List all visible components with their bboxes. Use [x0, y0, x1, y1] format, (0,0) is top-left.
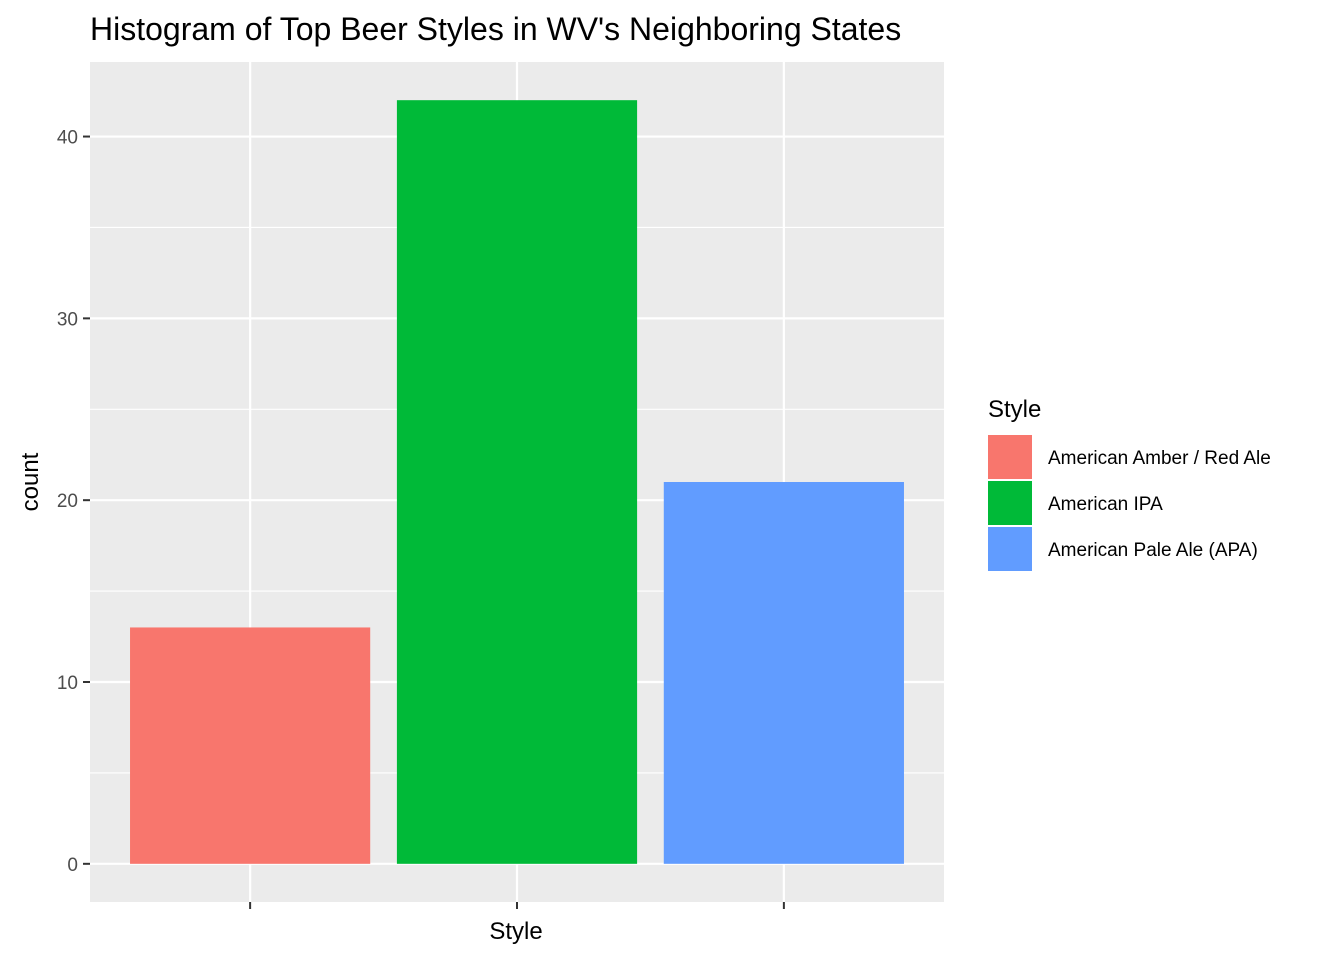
legend-label: American Pale Ale (APA): [1048, 540, 1258, 561]
y-tick-label: 10: [57, 673, 78, 694]
legend-key: [988, 435, 1032, 479]
y-axis: 0 10 20 30 40: [57, 128, 90, 876]
chart-title: Histogram of Top Beer Styles in WV's Nei…: [90, 11, 901, 47]
bar: [663, 482, 904, 864]
y-tick-label: 40: [57, 128, 78, 149]
bars: [130, 100, 904, 864]
y-tick-label: 30: [57, 309, 78, 330]
y-axis-title: count: [17, 452, 44, 511]
legend-label: American IPA: [1048, 494, 1163, 515]
y-tick-label: 0: [67, 855, 78, 876]
legend-items: American Amber / Red Ale American IPA Amer…: [988, 435, 1271, 571]
bar: [396, 100, 638, 864]
legend-title: Style: [988, 396, 1041, 423]
legend: Style American Amber / Red Ale American I…: [988, 396, 1271, 571]
y-tick-label: 20: [57, 491, 78, 512]
legend-key: [988, 527, 1032, 571]
x-axis: [249, 902, 785, 909]
bar: [130, 627, 371, 864]
legend-key: [988, 481, 1032, 525]
x-axis-title: Style: [489, 918, 542, 945]
legend-label: American Amber / Red Ale: [1048, 448, 1271, 469]
